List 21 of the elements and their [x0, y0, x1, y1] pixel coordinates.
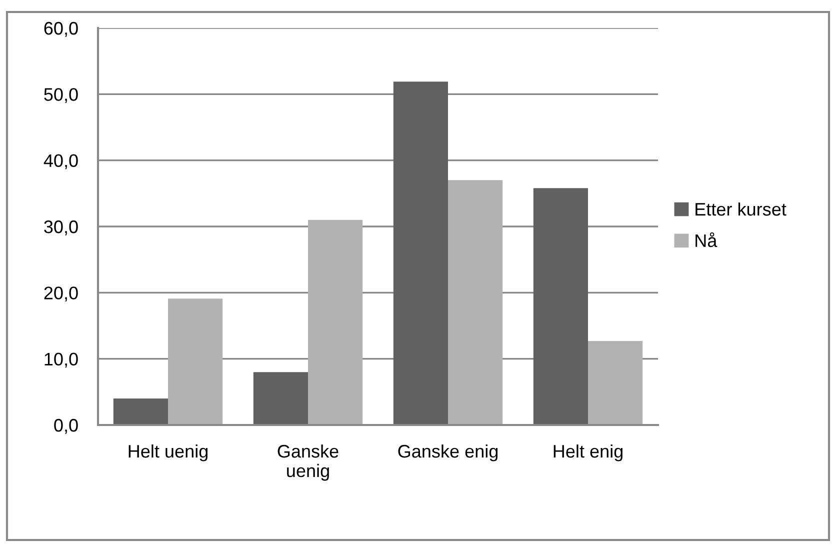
- bar: [253, 372, 308, 425]
- y-tick-label: 20,0: [44, 286, 78, 302]
- bar: [448, 180, 503, 425]
- x-tick-label: Ganske enig: [398, 444, 498, 462]
- y-tick-label: 10,0: [44, 352, 78, 368]
- y-tick-label: 30,0: [44, 220, 78, 236]
- bar: [308, 220, 363, 425]
- bar: [533, 188, 588, 425]
- bar: [168, 298, 223, 425]
- bar: [393, 82, 448, 425]
- legend-label: Etter kurset: [696, 202, 786, 216]
- bar: [588, 340, 643, 425]
- y-tick-label: 50,0: [44, 88, 78, 104]
- x-tick-label: Ganske uenig: [278, 444, 338, 481]
- y-tick-label: 0,0: [54, 418, 78, 434]
- bar: [113, 398, 168, 425]
- y-tick-label: 40,0: [44, 154, 78, 170]
- legend-label: Nå: [696, 232, 718, 248]
- x-tick-label: Helt uenig: [128, 444, 208, 462]
- x-tick-label: Helt enig: [554, 444, 622, 462]
- y-tick-label: 60,0: [44, 22, 78, 37]
